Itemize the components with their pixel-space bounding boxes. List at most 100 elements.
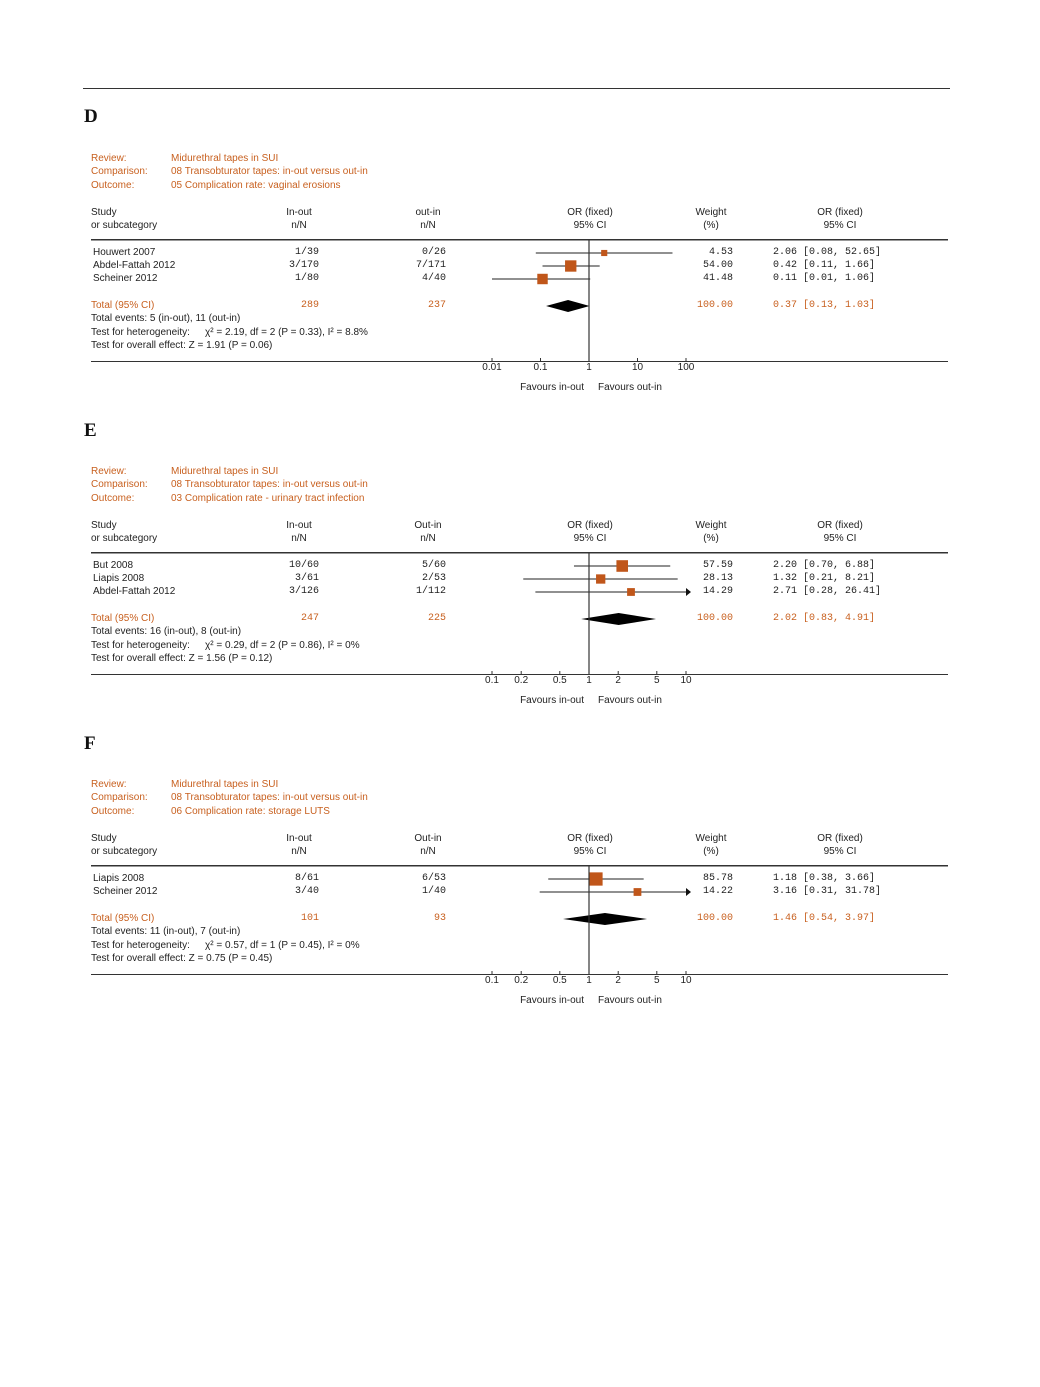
study-group2: 1/40 bbox=[421, 886, 446, 897]
panel-label: F bbox=[84, 733, 96, 754]
tick-label: 5 bbox=[654, 675, 660, 686]
total-label: Total (95% CI) bbox=[91, 613, 155, 624]
header-ci: OR (fixed) bbox=[817, 207, 863, 218]
total-events: Total events: 11 (in-out), 7 (out-in) bbox=[91, 926, 241, 937]
header-group2: n/N bbox=[420, 846, 436, 857]
total-group1: 247 bbox=[300, 613, 319, 624]
comparison-value: 08 Transobturator tapes: in-out versus o… bbox=[171, 166, 368, 177]
favours-right-label: Favours out-in bbox=[598, 695, 662, 706]
tick-label: 100 bbox=[677, 362, 695, 373]
header-weight: Weight bbox=[695, 207, 727, 218]
comparison-label: Comparison: bbox=[91, 792, 148, 803]
header-group1: n/N bbox=[291, 846, 307, 857]
review-value: Midurethral tapes in SUI bbox=[171, 779, 279, 790]
panel-label: D bbox=[84, 106, 98, 127]
study-group2: 4/40 bbox=[421, 273, 446, 284]
header-study: or subcategory bbox=[91, 846, 158, 857]
study-marker bbox=[596, 574, 606, 584]
review-label: Review: bbox=[91, 153, 127, 164]
header-group2: n/N bbox=[420, 220, 436, 231]
review-value: Midurethral tapes in SUI bbox=[171, 466, 279, 477]
review-label: Review: bbox=[91, 466, 127, 477]
study-weight: 4.53 bbox=[708, 247, 733, 258]
study-ci: 1.32 [0.21, 8.21] bbox=[773, 573, 876, 584]
favours-left-label: Favours in-out bbox=[520, 995, 584, 1006]
outcome-label: Outcome: bbox=[91, 180, 135, 191]
review-label: Review: bbox=[91, 779, 127, 790]
heterogeneity-label: Test for heterogeneity: bbox=[91, 327, 190, 338]
study-weight: 85.78 bbox=[702, 873, 733, 884]
outcome-label: Outcome: bbox=[91, 806, 135, 817]
comparison-label: Comparison: bbox=[91, 479, 148, 490]
favours-left-label: Favours in-out bbox=[520, 382, 584, 393]
header-ci: 95% CI bbox=[823, 533, 857, 544]
header-weight: (%) bbox=[703, 533, 719, 544]
study-ci: 3.16 [0.31, 31.78] bbox=[773, 886, 882, 897]
tick-label: 0.1 bbox=[485, 975, 499, 986]
header-rule bbox=[91, 865, 948, 867]
header-ci: OR (fixed) bbox=[817, 520, 863, 531]
study-marker bbox=[537, 273, 548, 285]
header-weight: (%) bbox=[703, 846, 719, 857]
study-marker bbox=[627, 588, 635, 596]
header-weight: (%) bbox=[703, 220, 719, 231]
study-name: Scheiner 2012 bbox=[93, 886, 158, 897]
header-plot: OR (fixed) bbox=[567, 833, 613, 844]
study-ci: 0.11 [0.01, 1.06] bbox=[773, 273, 876, 284]
heterogeneity-stats: χ² = 2.19, df = 2 (P = 0.33), I² = 8.8% bbox=[205, 327, 368, 338]
tick-label: 5 bbox=[654, 975, 660, 986]
tick-label: 10 bbox=[680, 975, 692, 986]
overall-effect: Test for overall effect: Z = 0.75 (P = 0… bbox=[91, 953, 273, 964]
total-ci: 0.37 [0.13, 1.03] bbox=[773, 300, 876, 311]
study-name: Scheiner 2012 bbox=[93, 273, 158, 284]
header-plot: 95% CI bbox=[573, 533, 607, 544]
tick-label: 10 bbox=[680, 675, 692, 686]
study-marker bbox=[616, 560, 629, 572]
header-weight: Weight bbox=[695, 833, 727, 844]
header-plot: 95% CI bbox=[573, 846, 607, 857]
study-ci: 0.42 [0.11, 1.66] bbox=[773, 260, 876, 271]
heterogeneity-stats: χ² = 0.57, df = 1 (P = 0.45), I² = 0% bbox=[205, 940, 360, 951]
study-group1: 10/60 bbox=[288, 560, 319, 571]
study-weight: 57.59 bbox=[702, 560, 733, 571]
total-events: Total events: 5 (in-out), 11 (out-in) bbox=[91, 313, 241, 324]
overall-effect: Test for overall effect: Z = 1.91 (P = 0… bbox=[91, 340, 273, 351]
study-group2: 1/112 bbox=[415, 586, 446, 597]
header-plot: OR (fixed) bbox=[567, 207, 613, 218]
tick-label: 1 bbox=[586, 975, 592, 986]
tick-label: 10 bbox=[631, 362, 644, 373]
total-weight: 100.00 bbox=[696, 300, 733, 311]
heterogeneity-label: Test for heterogeneity: bbox=[91, 940, 190, 951]
study-group1: 3/126 bbox=[288, 586, 319, 597]
header-plot: 95% CI bbox=[573, 220, 607, 231]
header-rule bbox=[91, 239, 948, 241]
header-group2: n/N bbox=[420, 533, 436, 544]
study-weight: 41.48 bbox=[702, 273, 733, 284]
header-study: Study bbox=[91, 207, 117, 218]
header-group1: In-out bbox=[286, 833, 312, 844]
header-rule bbox=[91, 552, 948, 554]
tick-label: 2 bbox=[615, 975, 621, 986]
study-weight: 28.13 bbox=[702, 573, 733, 584]
total-weight: 100.00 bbox=[696, 613, 733, 624]
total-label: Total (95% CI) bbox=[91, 913, 155, 924]
total-label: Total (95% CI) bbox=[91, 300, 155, 311]
comparison-label: Comparison: bbox=[91, 166, 148, 177]
study-name: Abdel-Fattah 2012 bbox=[93, 260, 176, 271]
top-rule bbox=[83, 88, 950, 89]
study-marker bbox=[565, 260, 577, 272]
header-ci: OR (fixed) bbox=[817, 833, 863, 844]
total-group2: 237 bbox=[427, 300, 446, 311]
overall-effect: Test for overall effect: Z = 1.56 (P = 0… bbox=[91, 653, 273, 664]
total-group1: 289 bbox=[300, 300, 319, 311]
tick-label: 0.1 bbox=[485, 675, 499, 686]
tick-label: 0.5 bbox=[552, 675, 567, 686]
tick-label: 0.1 bbox=[533, 362, 548, 373]
pooled-diamond bbox=[546, 300, 590, 312]
header-group1: In-out bbox=[286, 520, 312, 531]
heterogeneity-label: Test for heterogeneity: bbox=[91, 640, 190, 651]
outcome-label: Outcome: bbox=[91, 493, 135, 504]
header-study: or subcategory bbox=[91, 533, 158, 544]
ci-arrow bbox=[686, 588, 691, 596]
header-weight: Weight bbox=[695, 520, 727, 531]
